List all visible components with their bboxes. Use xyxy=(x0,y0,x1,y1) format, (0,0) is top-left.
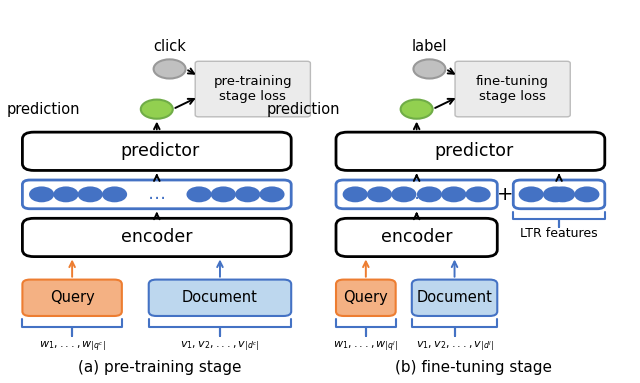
Circle shape xyxy=(236,187,259,201)
Text: predictor: predictor xyxy=(120,142,200,160)
Text: label: label xyxy=(412,39,447,54)
FancyBboxPatch shape xyxy=(22,280,122,316)
Circle shape xyxy=(368,187,391,201)
Circle shape xyxy=(520,187,543,201)
Circle shape xyxy=(544,187,567,201)
Text: prediction: prediction xyxy=(266,101,340,117)
Text: …: … xyxy=(408,185,426,203)
Circle shape xyxy=(30,187,53,201)
Circle shape xyxy=(442,187,465,201)
Circle shape xyxy=(103,187,126,201)
Circle shape xyxy=(467,187,490,201)
Text: encoder: encoder xyxy=(121,229,193,246)
Circle shape xyxy=(260,187,284,201)
FancyBboxPatch shape xyxy=(336,280,396,316)
Circle shape xyxy=(188,187,211,201)
FancyBboxPatch shape xyxy=(336,218,497,257)
Text: Document: Document xyxy=(182,290,258,305)
Circle shape xyxy=(401,100,433,119)
Text: …: … xyxy=(550,185,568,203)
Circle shape xyxy=(212,187,235,201)
Circle shape xyxy=(344,187,367,201)
Circle shape xyxy=(551,187,574,201)
Circle shape xyxy=(79,187,102,201)
Circle shape xyxy=(418,187,441,201)
Text: click: click xyxy=(153,39,186,54)
FancyBboxPatch shape xyxy=(412,280,497,316)
Text: $v_1, v_2,...,v_{|d^l|}$: $v_1, v_2,...,v_{|d^l|}$ xyxy=(415,339,493,353)
FancyBboxPatch shape xyxy=(22,218,291,257)
Text: $v_1, v_2,...,v_{|d^c|}$: $v_1, v_2,...,v_{|d^c|}$ xyxy=(180,339,260,353)
Circle shape xyxy=(392,187,415,201)
FancyBboxPatch shape xyxy=(22,180,291,209)
Text: …: … xyxy=(148,185,166,203)
Circle shape xyxy=(413,59,445,79)
FancyBboxPatch shape xyxy=(336,132,605,170)
Text: +: + xyxy=(497,185,513,204)
Text: LTR features: LTR features xyxy=(520,227,598,240)
Circle shape xyxy=(154,59,186,79)
Text: predictor: predictor xyxy=(434,142,513,160)
FancyBboxPatch shape xyxy=(195,61,310,117)
FancyBboxPatch shape xyxy=(513,180,605,209)
Text: (a) pre-training stage: (a) pre-training stage xyxy=(78,360,242,375)
Text: Query: Query xyxy=(50,290,95,305)
Text: (b) fine-tuning stage: (b) fine-tuning stage xyxy=(395,360,552,375)
FancyBboxPatch shape xyxy=(336,180,497,209)
Text: encoder: encoder xyxy=(381,229,452,246)
Circle shape xyxy=(575,187,598,201)
Text: $w_1,...,w_{|q^l|}$: $w_1,...,w_{|q^l|}$ xyxy=(333,339,399,353)
Text: $w_1,...,w_{|q^c|}$: $w_1,...,w_{|q^c|}$ xyxy=(39,339,106,353)
Text: pre-training
stage loss: pre-training stage loss xyxy=(214,75,292,103)
FancyBboxPatch shape xyxy=(455,61,570,117)
FancyBboxPatch shape xyxy=(22,132,291,170)
Text: Document: Document xyxy=(417,290,492,305)
Circle shape xyxy=(141,100,173,119)
Text: fine-tuning
stage loss: fine-tuning stage loss xyxy=(476,75,549,103)
Circle shape xyxy=(54,187,77,201)
Text: prediction: prediction xyxy=(6,101,80,117)
FancyBboxPatch shape xyxy=(148,280,291,316)
Text: Query: Query xyxy=(344,290,388,305)
